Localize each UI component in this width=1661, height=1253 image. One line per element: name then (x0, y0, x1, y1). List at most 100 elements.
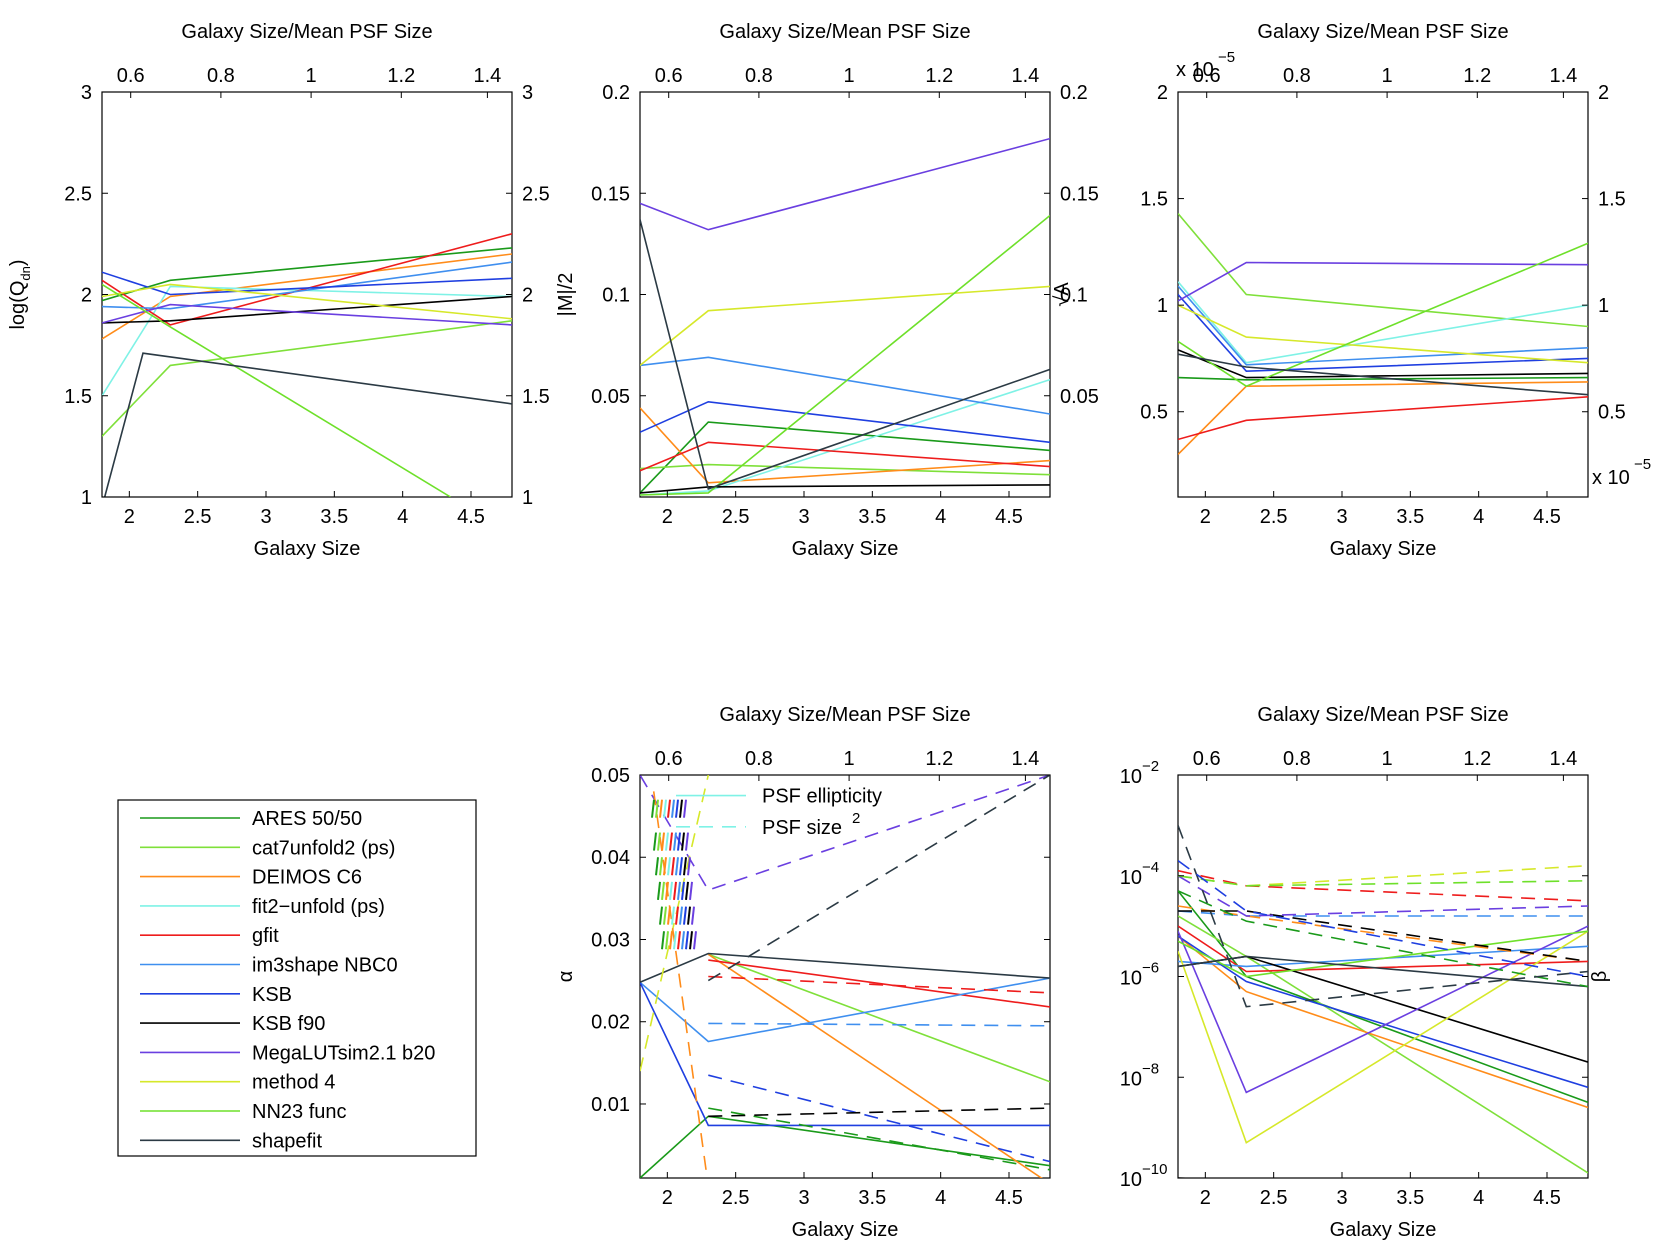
line-cat7unfold2-ps- (102, 320, 512, 437)
top-tick-label: 1 (844, 748, 855, 770)
line-megalutsim2-1-b20 (1178, 925, 1588, 1094)
psf-size-dash (653, 832, 657, 851)
inner-legend-dashed-label: PSF size (762, 817, 842, 839)
y-tick-label: 0.02 (591, 1012, 630, 1034)
dashed-line-method-4 (640, 775, 710, 1072)
panel1: 2 2.5 3 3.5 4 4.5 0.6 0.8 1 1.2 1.4 Galaxy Size Gala… (7, 21, 550, 560)
legend-box (117, 799, 477, 1157)
psf-size-dash (679, 857, 683, 876)
panel5: 2 2.5 3 3.5 4 4.5 0.6 0.8 1 1.2 1.4 Galaxy Size Gala… (1120, 704, 1611, 1241)
legend-label: MegaLUTsim2.1 b20 (252, 1042, 435, 1064)
legend: ARES 50/50 cat7unfold2 (ps) DEIMOS C6 fit2−… (117, 799, 477, 1157)
top-tick-label: 1.2 (1463, 65, 1491, 87)
y-tick-label: 0.04 (591, 847, 630, 869)
y-tick-label: 0.05 (591, 386, 630, 408)
y-tick-label-right: 0.1 (1060, 285, 1088, 307)
line-cat7unfold2-ps- (1178, 212, 1588, 328)
top-tick-label: 0.6 (655, 748, 683, 770)
top-tick-label: 1 (306, 65, 317, 87)
y-tick-label: 0.2 (602, 82, 630, 104)
x-tick-label: 3 (1336, 506, 1347, 528)
y-tick-label-right: 1.5 (522, 386, 550, 408)
axes-box (639, 91, 1051, 498)
y-tick-label-right: 0.2 (1060, 82, 1088, 104)
x-tick-label: 2.5 (184, 506, 212, 528)
x-tick-label: 4 (935, 1187, 946, 1209)
line-method-4 (102, 283, 512, 320)
psf-size-dash (669, 881, 673, 901)
psf-size-dash (659, 906, 663, 925)
y-tick-label-right: 1 (1598, 295, 1609, 317)
y-tick-label: 10 (1120, 1068, 1142, 1090)
legend-label: gfit (252, 925, 279, 947)
line-megalutsim2-1-b20 (102, 303, 512, 326)
psf-size-dash (673, 832, 677, 851)
top-tick-label: 1 (844, 65, 855, 87)
x-tick-label: 4.5 (457, 506, 485, 528)
dashed-line-shapefit (707, 775, 1050, 982)
legend-label: ARES 50/50 (252, 808, 362, 830)
psf-size-dash (689, 881, 693, 901)
line-deimos-c6 (1178, 935, 1588, 1109)
y-tick-label: 10 (1120, 867, 1142, 889)
psf-size-dash (651, 799, 655, 818)
dashed-line-gfit (708, 975, 1050, 994)
top-tick-label: 1 (1382, 748, 1393, 770)
y-tick-exponent: −4 (1142, 859, 1159, 876)
legend-label: fit2−unfold (ps) (252, 896, 385, 918)
top-axis-label: Galaxy Size/Mean PSF Size (719, 704, 970, 726)
psf-size-dash (671, 906, 675, 925)
line-gfit (1178, 396, 1588, 441)
x-tick-label: 3.5 (320, 506, 348, 528)
top-tick-label: 1.4 (1011, 748, 1039, 770)
psf-size-dash (685, 881, 689, 901)
line-fit2-unfold-ps- (102, 285, 512, 397)
x-tick-label: 3.5 (1396, 1187, 1424, 1209)
psf-size-dash (673, 881, 677, 901)
x-tick-label: 2 (124, 506, 135, 528)
dashed-line-ksb (1178, 859, 1588, 978)
psf-size-dash (665, 832, 669, 851)
inner-legend-dashed-sup: 2 (852, 810, 860, 827)
y-tick-label-right: 3 (522, 82, 533, 104)
line-nn23-func (640, 214, 1050, 496)
x-tick-label: 4 (1473, 1187, 1484, 1209)
psf-size-dash (681, 931, 685, 950)
psf-size-dash (667, 857, 671, 876)
x-axis-label: Galaxy Size (792, 538, 899, 560)
psf-size-dash (687, 906, 691, 925)
psf-size-dash (683, 906, 687, 925)
top-tick-label: 1.2 (1463, 748, 1491, 770)
dashed-line-ares-50-50 (708, 1107, 1050, 1171)
exponent-label-bottom: x 10 (1592, 467, 1630, 489)
psf-size-dash (677, 881, 681, 901)
psf-size-dash (675, 906, 679, 925)
dashed-line-nn23-func (1178, 875, 1588, 887)
y-tick-label: 0.01 (591, 1094, 630, 1116)
top-tick-label: 1.2 (387, 65, 415, 87)
y-tick-exponent: −6 (1142, 960, 1159, 977)
exponent-value-top: −5 (1218, 49, 1235, 66)
y-tick-label: 3 (81, 82, 92, 104)
line-shapefit (640, 219, 1050, 490)
x-tick-label: 3 (798, 1187, 809, 1209)
line-method-4 (1178, 304, 1588, 364)
legend-label: NN23 func (252, 1101, 347, 1123)
psf-size-dash (663, 799, 667, 818)
line-method-4 (1178, 930, 1588, 1144)
x-tick-label: 4 (397, 506, 408, 528)
plot-area (640, 137, 1050, 496)
line-ares-50-50 (102, 247, 512, 302)
x-tick-label: 2.5 (1260, 1187, 1288, 1209)
exponent-label-top: x 10 (1176, 59, 1214, 81)
y-tick-exponent: −10 (1142, 1161, 1167, 1178)
plot-area (1178, 825, 1588, 1178)
y-tick-label: 0.15 (591, 183, 630, 205)
top-tick-label: 1.4 (1549, 65, 1577, 87)
plot-area (102, 233, 512, 497)
y-tick-label: 10 (1120, 1169, 1142, 1191)
y-axis-label: α (555, 971, 577, 983)
line-shapefit (1178, 353, 1588, 396)
y-tick-label: 1 (1157, 295, 1168, 317)
exponent-value-bottom: −5 (1634, 456, 1651, 473)
